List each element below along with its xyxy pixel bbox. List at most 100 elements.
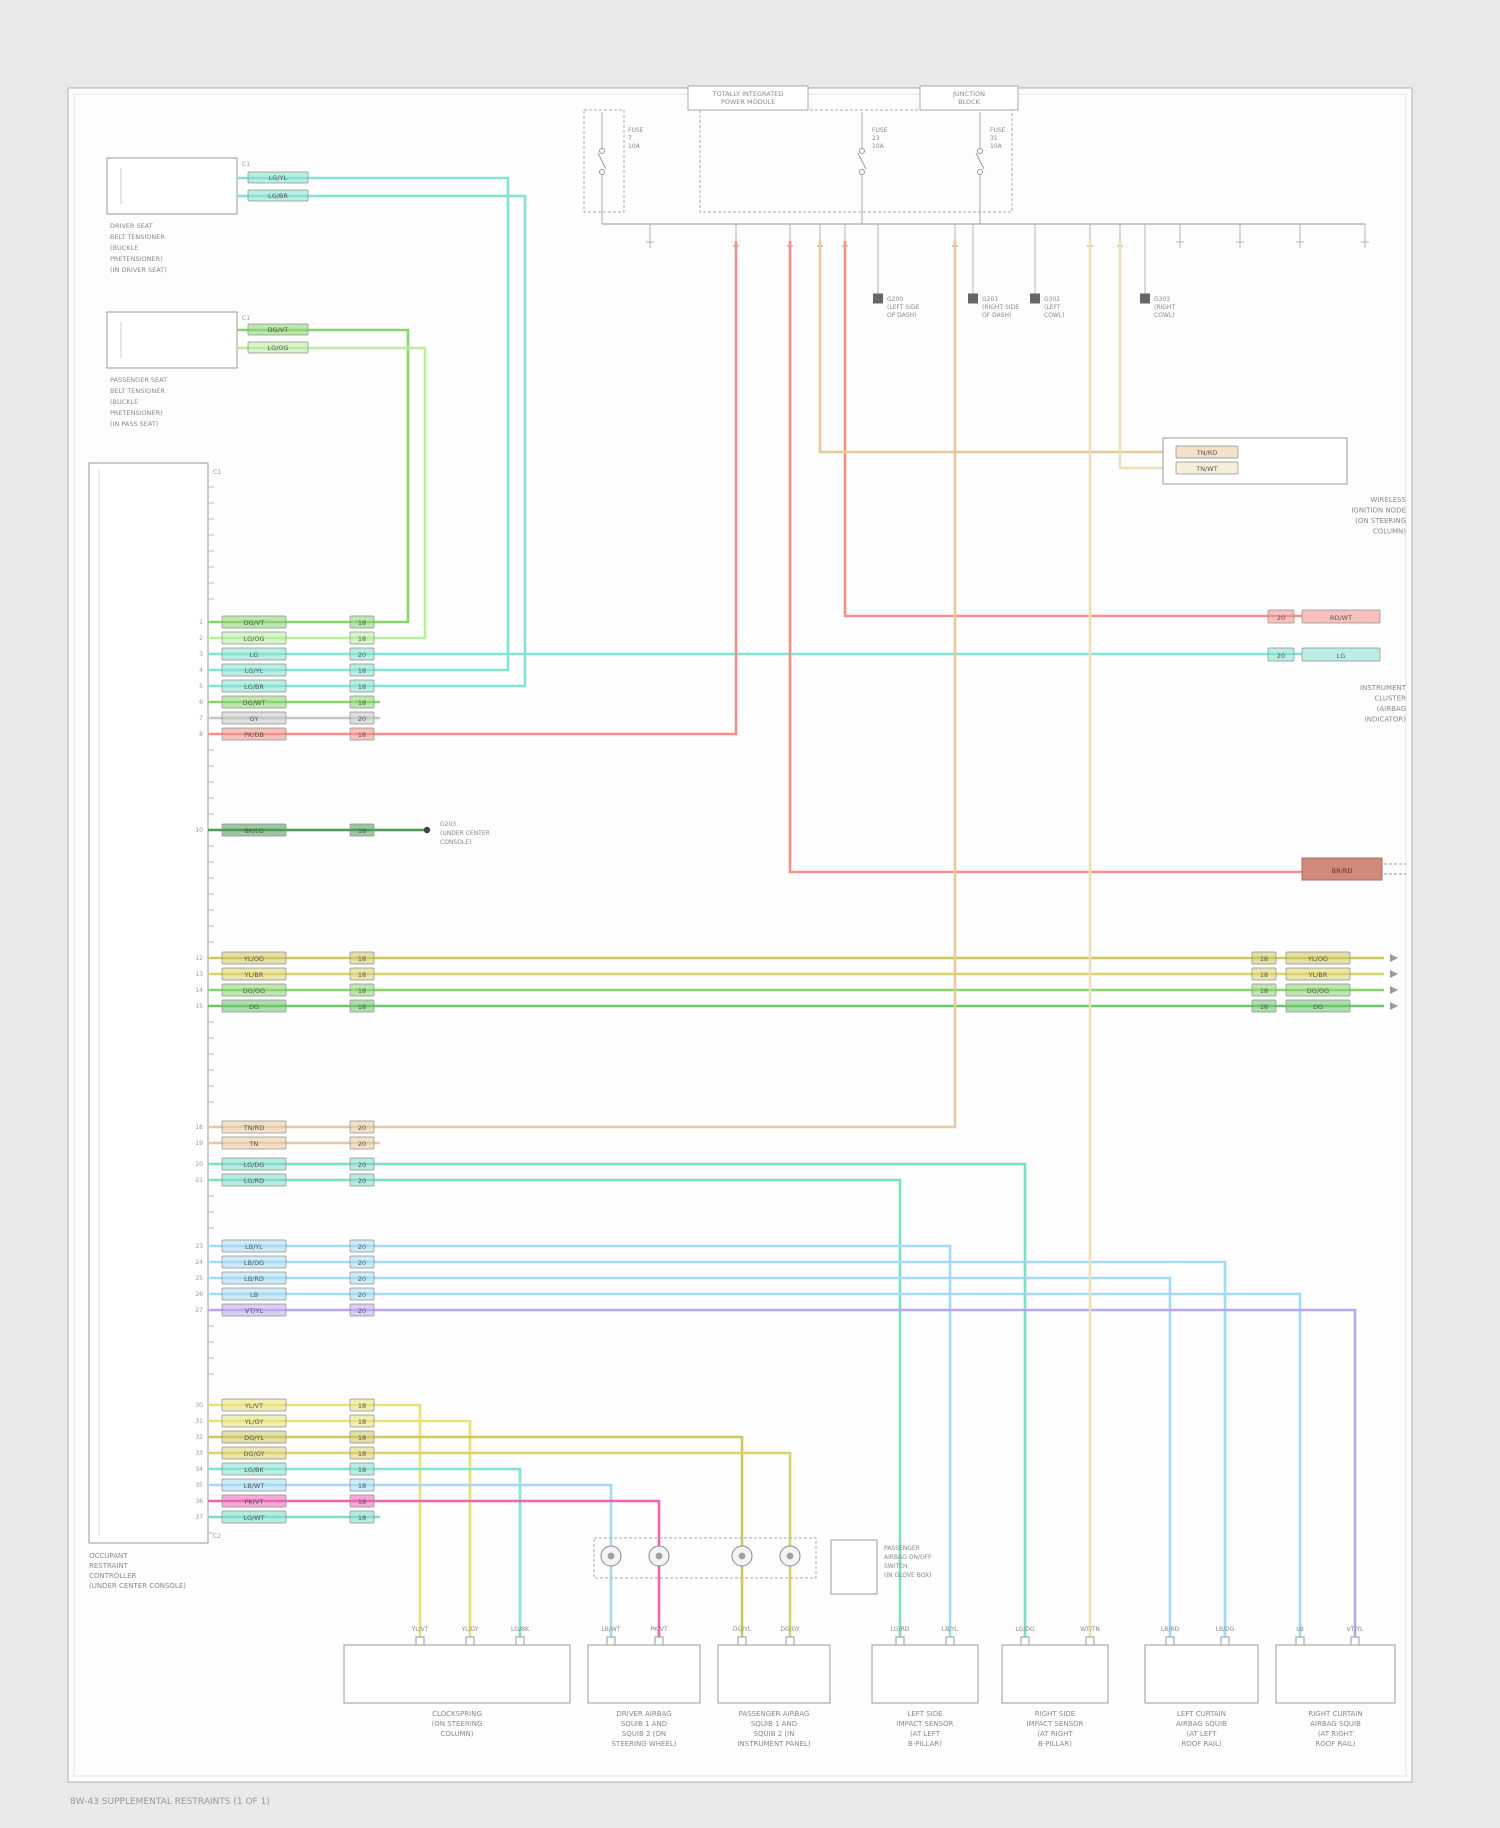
- wire-label-chip: [349, 1398, 375, 1412]
- component-caption: PRETENSIONER): [110, 409, 163, 417]
- stub-wire-label: LB: [1296, 1626, 1303, 1633]
- ground-label: (RIGHT: [1154, 304, 1175, 311]
- wire-label: DG/VT: [244, 619, 265, 627]
- pin-number: 20: [195, 1161, 203, 1168]
- fuse-label: FUSE: [628, 127, 644, 134]
- pin-number: 8: [199, 731, 203, 738]
- wire-label-chip: [221, 679, 287, 693]
- connector-stub: [737, 1636, 747, 1646]
- wire-label: 18: [1260, 987, 1268, 995]
- tipm-label: TOTALLY INTEGRATED: [712, 90, 784, 98]
- wire-label-chip: [221, 631, 287, 645]
- component-caption: CLOCKSPRING: [432, 1710, 482, 1718]
- wire-label: 18: [358, 1434, 366, 1442]
- squib-feed-red: [208, 241, 738, 736]
- component-caption: IMPACT SENSOR: [1027, 1720, 1084, 1728]
- wire-label-chip: [221, 951, 287, 965]
- wire-label-chip: [221, 1430, 287, 1444]
- stub-wire-label: PK/VT: [650, 1626, 668, 1633]
- wire-label: 18: [358, 1418, 366, 1426]
- wire-label-chip: [1251, 951, 1277, 965]
- pin-number: 10: [195, 827, 203, 834]
- wire-label-chip: [221, 1173, 287, 1187]
- wire-label: 18: [358, 971, 366, 979]
- wire-label: YL/GY: [244, 1418, 263, 1426]
- wire-label-chip: [349, 1446, 375, 1460]
- pin-number: 34: [195, 1466, 203, 1473]
- connector-stub: [1220, 1636, 1230, 1646]
- pin-number: 26: [195, 1291, 203, 1298]
- sq-olive-1: [208, 1435, 744, 1638]
- pin-number: 5: [199, 683, 203, 690]
- ground-label: COWL): [1154, 312, 1175, 319]
- wire-label: DG: [249, 1003, 259, 1011]
- pin-number: 35: [195, 1482, 203, 1489]
- connector-stub: [895, 1636, 905, 1646]
- wire-label-chip: [1285, 951, 1351, 965]
- jb-label-box: [919, 85, 1019, 111]
- wire-label-chip: [349, 1430, 375, 1444]
- squib-connector-pin: [786, 1552, 794, 1560]
- component-caption: STEERING WHEEL): [611, 1740, 676, 1748]
- fuse-label: 31: [990, 135, 998, 142]
- wire-label: LB/YL: [245, 1243, 263, 1251]
- cluster-wire-red: [843, 241, 1302, 618]
- sq-olive-2: [208, 1451, 792, 1638]
- tan-long: [208, 241, 957, 1129]
- ground-label: OF DASH): [887, 312, 916, 319]
- wire-label: DG/WT: [243, 699, 266, 707]
- wire-label-chip: [1267, 647, 1295, 662]
- pin-number: 25: [195, 1275, 203, 1282]
- pin-number: 3: [199, 651, 203, 658]
- component-caption: (AT LEFT: [1187, 1730, 1218, 1738]
- wire-label-chip: [247, 189, 309, 202]
- wire-label: 20: [358, 715, 366, 723]
- fuse-element: [597, 152, 607, 170]
- pin-number: 27: [195, 1307, 203, 1314]
- wire-label: VT/YL: [245, 1307, 264, 1315]
- page-frame: [67, 87, 1413, 1783]
- wire-label: 18: [358, 987, 366, 995]
- wire-label: YL/OG: [243, 955, 264, 963]
- offpage-arrow: [1390, 970, 1398, 978]
- component-caption: SQUIB 2 (ON: [622, 1730, 666, 1738]
- fuse-block-outline: [583, 109, 625, 213]
- fuse-label: FUSE: [872, 127, 888, 134]
- wire-label: YL/BR: [1308, 971, 1328, 979]
- fuse-terminal: [859, 169, 865, 175]
- component-caption: PASSENGER AIRBAG: [739, 1710, 810, 1718]
- component-driver-tensioner: [106, 157, 238, 215]
- jb-label: BLOCK: [958, 98, 981, 106]
- wire-label-chip: [349, 1478, 375, 1492]
- wire-label-chip: [349, 1157, 375, 1171]
- wire-label-chip: [221, 1303, 287, 1317]
- wire-label-chip: [1251, 967, 1277, 981]
- squib-connector-pin: [607, 1552, 615, 1560]
- wire-label-chip: [221, 1157, 287, 1171]
- wire-label: 18: [358, 667, 366, 675]
- wire-label-chip: [1285, 983, 1351, 997]
- wire-label: DG/VT: [268, 326, 289, 334]
- wire-label: DG/OG: [243, 987, 265, 995]
- wire-label: 20: [358, 1243, 366, 1251]
- component-caption: IGNITION NODE: [1351, 507, 1406, 515]
- ground-label: (LEFT SIDE: [887, 304, 920, 311]
- wire-label: 18: [1260, 955, 1268, 963]
- component-caption: PASSENGER: [884, 1545, 920, 1552]
- component-caption: OCCUPANT: [89, 1552, 128, 1560]
- stub-wire-label: LG/RD: [891, 1626, 910, 1633]
- component-caption: WIRELESS: [1371, 496, 1407, 504]
- component-caption: INSTRUMENT PANEL): [737, 1740, 810, 1748]
- win-wire-cream: [1118, 241, 1176, 470]
- wire-label: 20: [358, 1161, 366, 1169]
- component-caption: BELT TENSIONER: [110, 387, 165, 395]
- component-caption: COLUMN): [1373, 528, 1406, 536]
- component-box-2: [717, 1644, 831, 1704]
- wire-label: 20: [1277, 614, 1285, 622]
- stub-wire-label: YL/VT: [411, 1626, 429, 1633]
- stub-wire-label: LB/RD: [1161, 1626, 1180, 1633]
- wire-label: YL/VT: [244, 1402, 263, 1410]
- wire-label-chip: [221, 711, 287, 725]
- wire-label: LG: [1337, 652, 1346, 660]
- wire-label: 20: [358, 1177, 366, 1185]
